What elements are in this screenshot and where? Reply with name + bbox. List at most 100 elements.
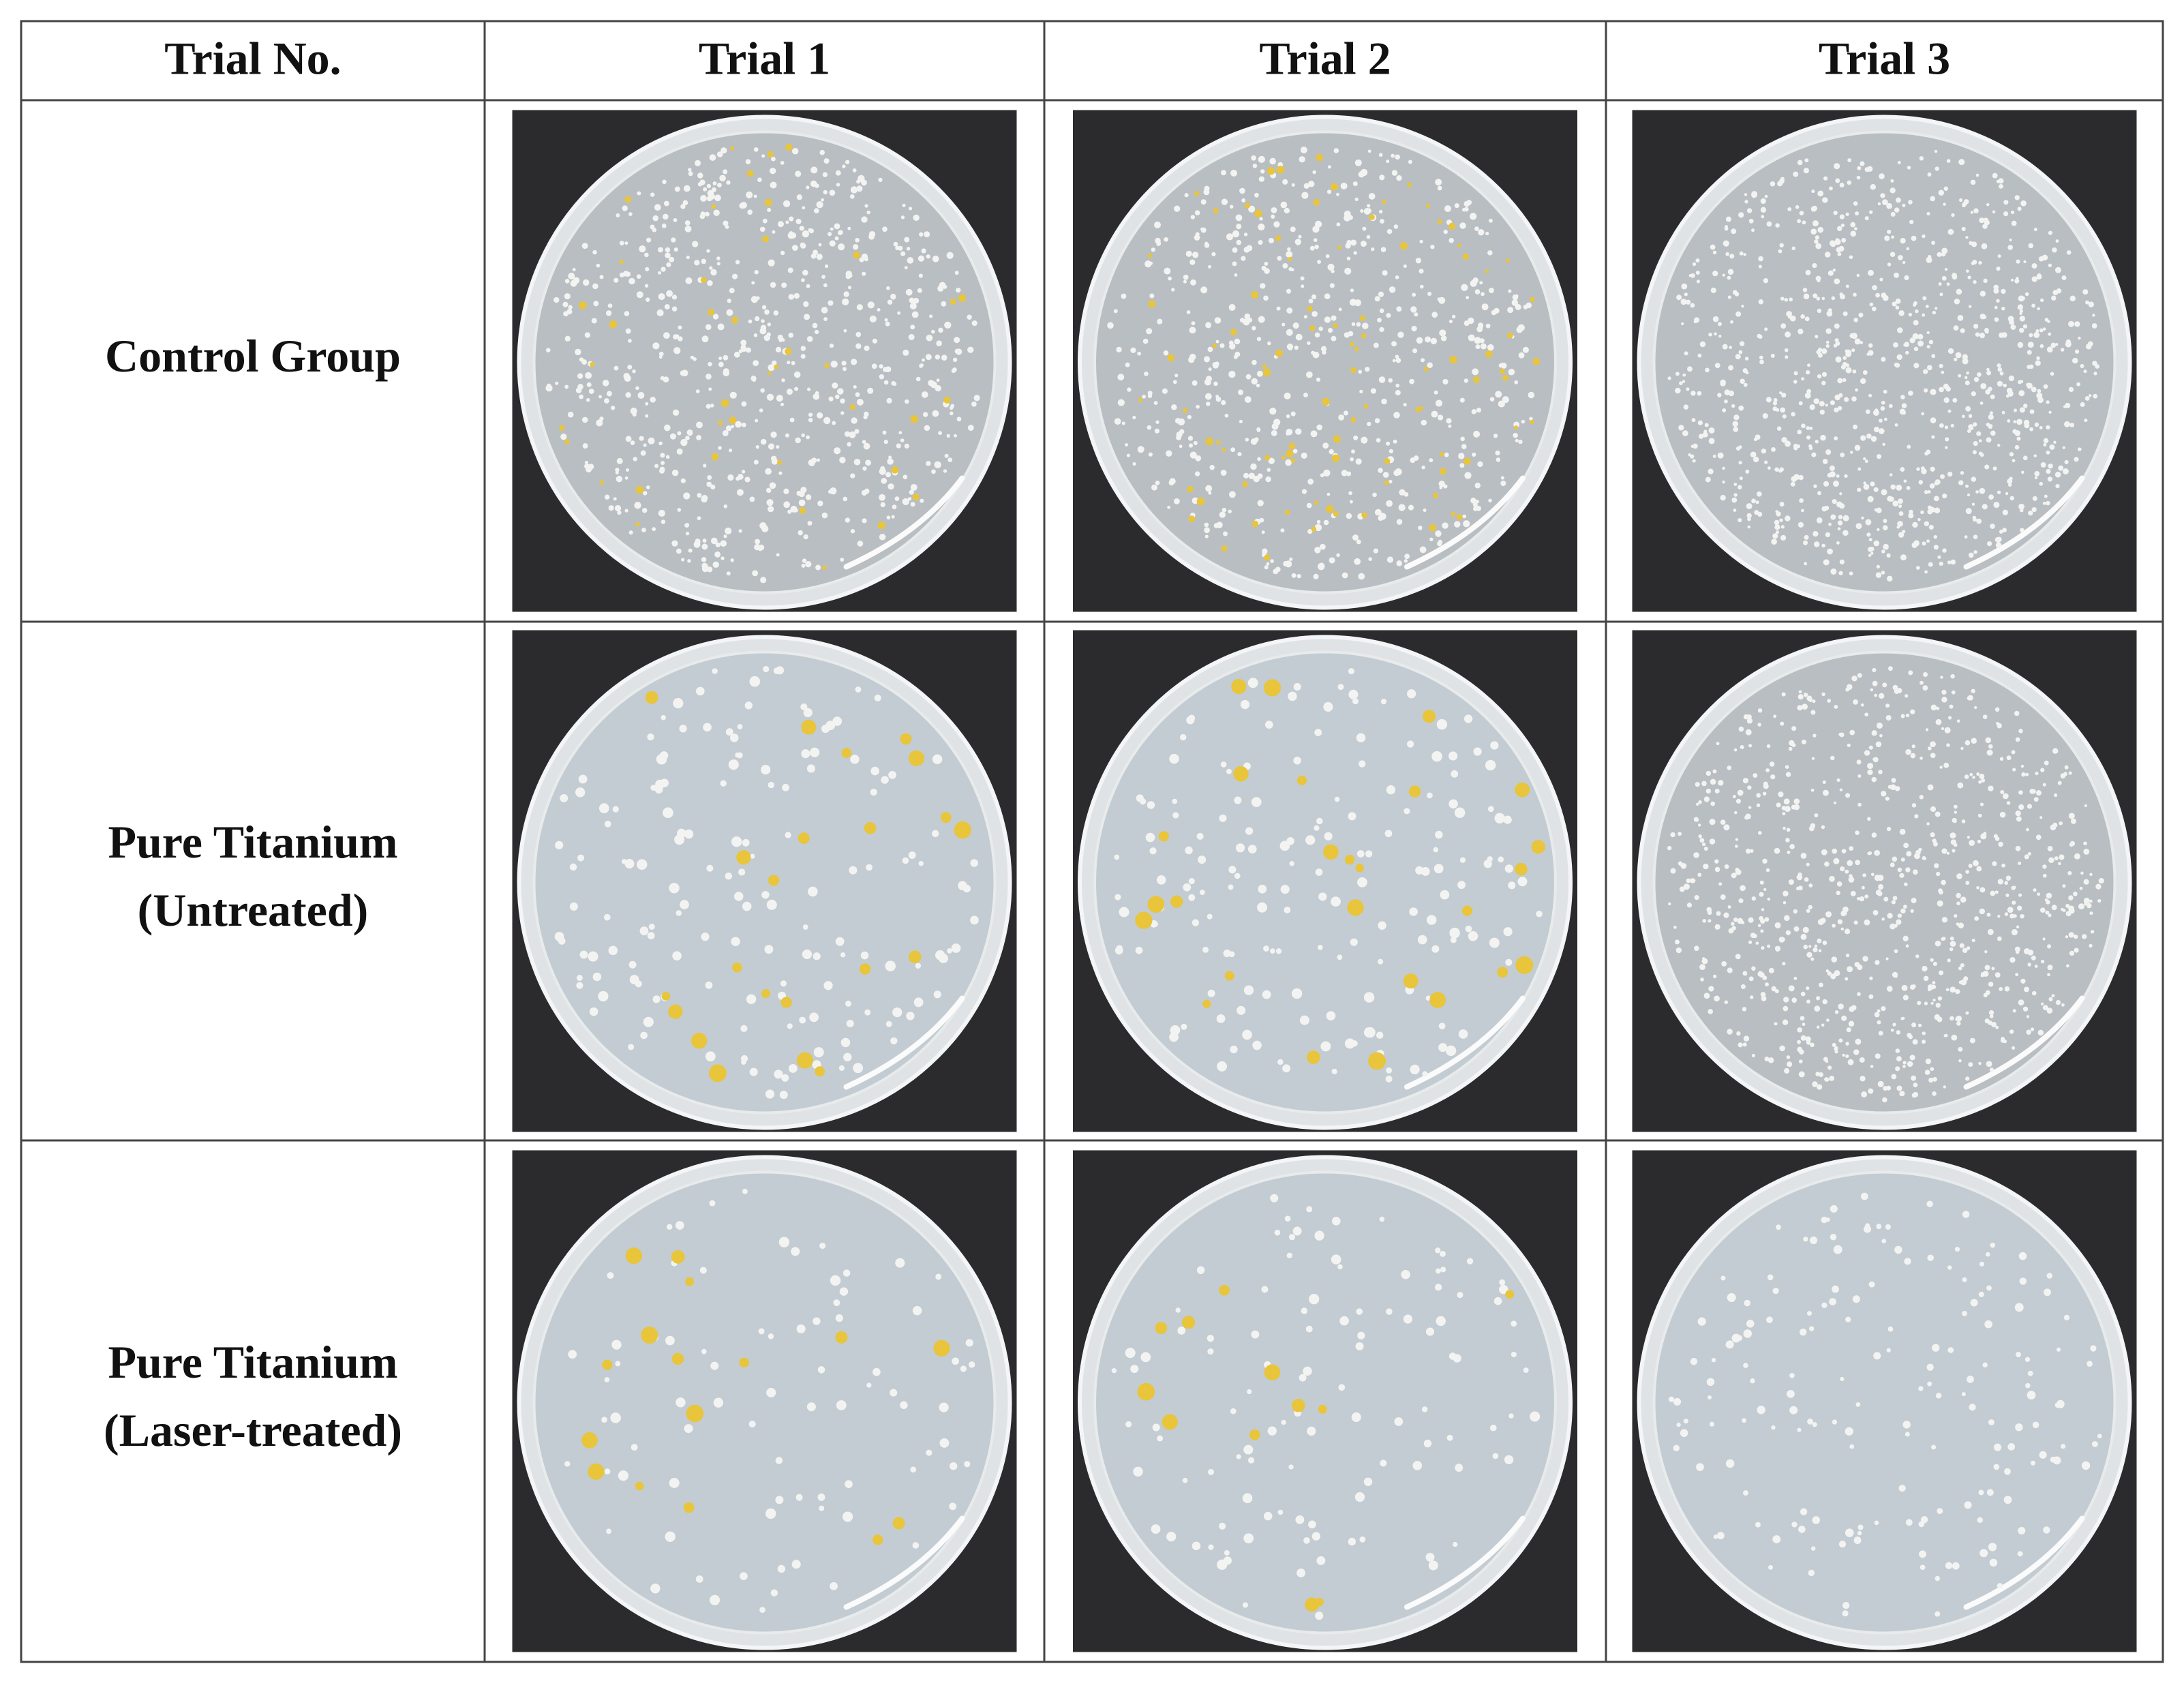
colony: [1889, 496, 1894, 502]
colony: [1294, 345, 1299, 350]
colony: [934, 461, 941, 468]
colony: [897, 311, 901, 315]
colony: [1416, 337, 1423, 344]
colony: [1500, 481, 1506, 487]
colony: [854, 429, 860, 434]
colony: [1943, 383, 1949, 389]
colony: [2065, 402, 2071, 408]
colony: [1245, 374, 1252, 380]
colony: [1956, 892, 1961, 898]
colony: [1286, 428, 1293, 436]
colony: [1829, 1298, 1836, 1305]
colony: [877, 521, 885, 530]
colony: [1943, 186, 1948, 191]
colony: [2089, 394, 2092, 397]
colony: [1252, 520, 1259, 528]
colony: [1163, 350, 1169, 356]
colony: [579, 394, 583, 399]
colony: [723, 504, 728, 509]
colony: [1787, 207, 1792, 211]
colony: [1812, 220, 1819, 227]
colony: [1829, 240, 1836, 247]
colony: [1960, 963, 1965, 968]
colony: [1983, 217, 1989, 224]
colony: [921, 248, 926, 254]
colony: [2087, 903, 2092, 909]
colony: [1340, 182, 1348, 190]
colony: [1337, 245, 1341, 249]
colony: [1242, 1493, 1253, 1504]
colony: [1431, 410, 1438, 418]
colony: [1194, 471, 1200, 476]
colony: [1303, 183, 1309, 189]
colony: [1864, 919, 1870, 926]
colony: [1898, 504, 1902, 509]
colony: [1767, 1274, 1774, 1281]
colony: [1350, 239, 1357, 246]
colony: [1258, 176, 1264, 182]
colony: [1463, 200, 1470, 207]
colony: [1728, 365, 1733, 371]
colony: [933, 990, 941, 999]
colony: [906, 247, 911, 251]
colony: [2054, 267, 2061, 273]
colony: [692, 241, 699, 247]
colony: [930, 329, 935, 334]
colony: [1499, 1279, 1506, 1286]
colony: [879, 533, 886, 541]
colony: [1421, 1406, 1428, 1412]
colony: [1842, 1602, 1850, 1609]
colony: [1111, 1368, 1117, 1374]
colony: [1705, 367, 1710, 373]
colony: [781, 1074, 789, 1082]
colony: [1882, 442, 1885, 446]
colony: [753, 459, 759, 465]
colony: [658, 509, 665, 517]
colony: [1999, 987, 2003, 991]
colony: [1305, 835, 1316, 845]
colony: [862, 518, 867, 524]
colony: [1758, 264, 1762, 269]
colony: [944, 321, 952, 329]
colony: [1845, 349, 1849, 353]
colony: [1783, 890, 1789, 897]
colony: [2050, 342, 2057, 348]
colony: [1303, 315, 1307, 319]
colony: [1280, 528, 1285, 533]
colony: [1438, 1043, 1448, 1052]
colony: [1206, 402, 1211, 406]
colony: [767, 151, 774, 157]
colony: [1195, 455, 1202, 461]
colony: [1349, 500, 1353, 504]
colony: [2028, 511, 2033, 516]
colony: [1785, 772, 1791, 777]
colony: [1972, 450, 1977, 455]
colony: [1329, 283, 1335, 288]
colony: [646, 237, 652, 243]
colony: [1299, 156, 1305, 163]
colony: [1763, 783, 1769, 789]
colony: [1311, 311, 1318, 317]
colony: [1952, 849, 1956, 853]
colony: [746, 347, 751, 353]
colony: [1698, 434, 1704, 439]
colony: [1902, 935, 1909, 941]
colony: [793, 508, 798, 513]
colony: [1222, 447, 1226, 452]
colony: [1681, 283, 1688, 290]
colony: [1831, 956, 1838, 963]
colony: [1813, 947, 1818, 953]
colony: [1215, 339, 1219, 344]
colony: [849, 431, 856, 439]
colony: [1950, 1016, 1954, 1021]
colony: [1698, 800, 1702, 804]
colony: [695, 1575, 703, 1583]
colony: [1468, 930, 1478, 941]
colony: [842, 1511, 853, 1522]
colony: [656, 309, 664, 316]
colony: [747, 209, 753, 215]
colony: [2015, 810, 2021, 817]
colony: [1930, 1001, 1934, 1005]
colony: [700, 211, 706, 217]
colony: [1164, 237, 1168, 242]
